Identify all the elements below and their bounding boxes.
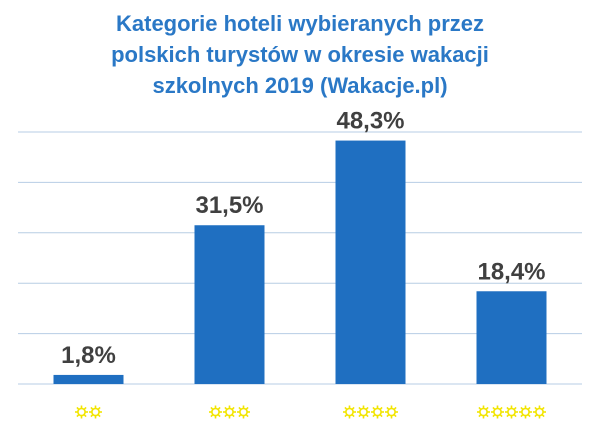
data-label-1: 1,8%: [61, 342, 116, 369]
bar-2: [194, 225, 265, 384]
star-icon: [223, 405, 236, 419]
bar-4: [476, 291, 547, 384]
data-label-2: 31,5%: [195, 192, 263, 219]
star-icon: [519, 405, 532, 419]
star-icon: [491, 405, 504, 419]
star-icon: [237, 405, 250, 419]
star-icon: [371, 405, 384, 419]
bar-1: [53, 374, 124, 384]
data-label-4: 18,4%: [477, 258, 545, 285]
star-icon: [385, 405, 398, 419]
star-icon: [343, 405, 356, 419]
bar-3: [335, 140, 406, 384]
star-icon: [75, 405, 88, 419]
chart-title: Kategorie hoteli wybieranych przez polsk…: [0, 8, 600, 101]
chart-title-line-2: polskich turystów w okresie wakacji: [111, 42, 489, 67]
star-icon: [89, 405, 102, 419]
star-icon: [533, 405, 546, 419]
chart-title-line-3: szkolnych 2019 (Wakacje.pl): [152, 73, 448, 98]
star-icon: [209, 405, 222, 419]
star-icon: [505, 405, 518, 419]
data-label-3: 48,3%: [336, 108, 404, 135]
star-icon: [357, 405, 370, 419]
chart-title-line-1: Kategorie hoteli wybieranych przez: [116, 11, 484, 36]
star-icon: [477, 405, 490, 419]
